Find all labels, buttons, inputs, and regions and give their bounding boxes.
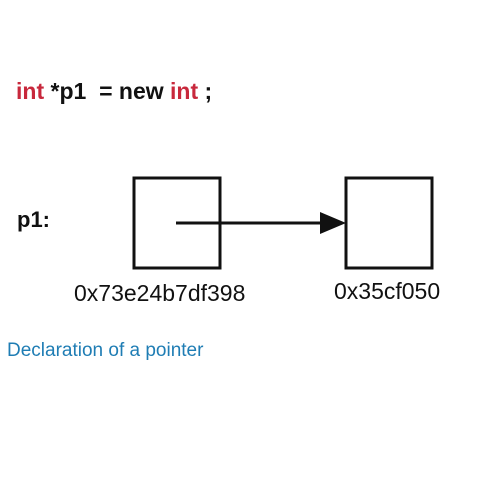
figure-caption: Declaration of a pointer (7, 340, 204, 361)
heap-memory-cell (344, 176, 434, 270)
heap-address-label: 0x35cf050 (334, 278, 441, 304)
pointer-variable-label: p1: (17, 207, 50, 232)
declarator-text: *p1 = new (44, 78, 171, 104)
type-keyword: int (170, 78, 199, 104)
terminator-text: ; (198, 78, 213, 104)
pointer-address-label: 0x73e24b7df398 (74, 280, 246, 306)
code-line: int *p1 = new int ; (16, 76, 212, 106)
pointer-arrowhead-icon (320, 212, 346, 234)
type-keyword: int (16, 78, 45, 104)
